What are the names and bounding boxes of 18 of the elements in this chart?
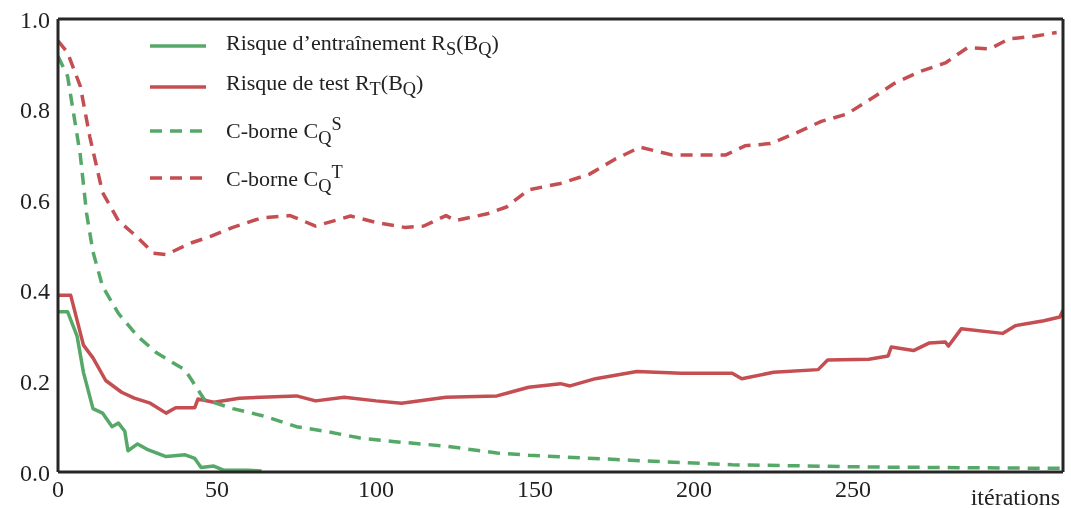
- line-series: [58, 293, 1063, 415]
- legend-label: Risque d’entraînement R$_{S}$(B$_{Q}$): [226, 29, 499, 62]
- x-tick-label: 0: [52, 476, 64, 503]
- y-tick-label: 0.6: [20, 187, 50, 214]
- y-tick-label: 0.8: [20, 97, 50, 124]
- legend-label: Risque de test R$_{T}$(B$_{Q}$): [226, 69, 424, 102]
- x-axis-title: itérations: [970, 484, 1060, 508]
- y-tick-label: 0.2: [20, 368, 50, 395]
- x-tick-label: 150: [517, 476, 554, 503]
- x-tick-label: 200: [676, 476, 713, 503]
- x-tick-label: 100: [358, 476, 395, 503]
- x-tick-label: 250: [835, 476, 872, 503]
- x-tick-label: 50: [205, 476, 230, 503]
- y-tick-label: 0.4: [20, 278, 50, 305]
- y-tick-label: 0.0: [20, 459, 50, 486]
- line-series: [58, 309, 264, 472]
- y-tick-label: 1.0: [20, 6, 50, 33]
- line-series: [58, 30, 1059, 257]
